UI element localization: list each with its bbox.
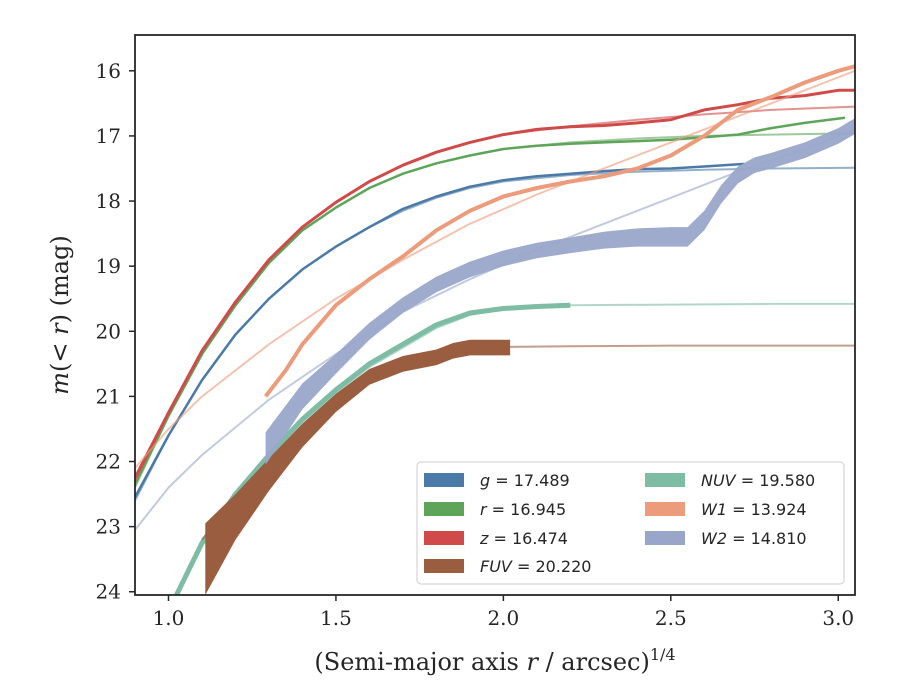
legend-label-w2: W2 = 14.810 [701,529,807,548]
y-tick-label: 20 [96,319,121,343]
y-tick-label: 24 [96,580,121,604]
legend-label-fuv: FUV = 20.220 [480,557,591,576]
y-tick-label: 23 [96,515,121,539]
w2-band-band [265,118,855,465]
y-tick-label: 17 [96,124,121,148]
legend-swatch-fuv [424,559,464,573]
y-tick-label: 22 [96,450,121,474]
x-tick-label: 1.0 [153,606,185,630]
legend-swatch-w1 [645,502,685,516]
legend-label-w1: W1 = 13.924 [701,500,807,519]
y-tick-label: 21 [96,384,121,408]
x-axis-label: (Semi-major axis r / arcsec)1/4 [314,645,675,676]
legend-label-r: r = 16.945 [480,500,566,519]
w1-model-line [135,69,855,469]
y-tick-label: 16 [96,59,121,83]
legend: g = 17.489 NUV = 19.580 r = 16.945 W1 = 13.… [416,461,845,585]
legend-swatch-w2 [645,531,685,545]
x-tick-label: 2.5 [655,606,687,630]
x-tick-label: 3.0 [822,606,854,630]
y-tick-label: 18 [96,189,121,213]
r-profile-line [135,116,846,485]
legend-box [416,461,845,585]
x-tick-label: 2.0 [487,606,519,630]
plot-frame [134,34,856,596]
legend-swatch-z [424,531,464,545]
fuv-band-band [205,339,511,595]
z-profile-line [135,88,855,479]
legend-swatch-r [424,502,464,516]
legend-label-nuv: NUV = 19.580 [701,471,815,490]
ticks-layer: 1.0 1.5 2.0 2.5 3.0 16 17 18 19 20 21 22 23 24 [96,59,855,630]
series-layer [135,64,855,595]
w1-profile-line [264,64,855,398]
x-tick-label: 1.5 [320,606,352,630]
legend-swatch-nuv [645,473,685,487]
legend-label-z: z = 16.474 [479,529,568,548]
legend-swatch-g [424,473,464,487]
legend-label-g: g = 17.489 [480,471,570,490]
y-axis-label: m(< r) (mag) [46,235,74,395]
y-tick-label: 19 [96,254,121,278]
